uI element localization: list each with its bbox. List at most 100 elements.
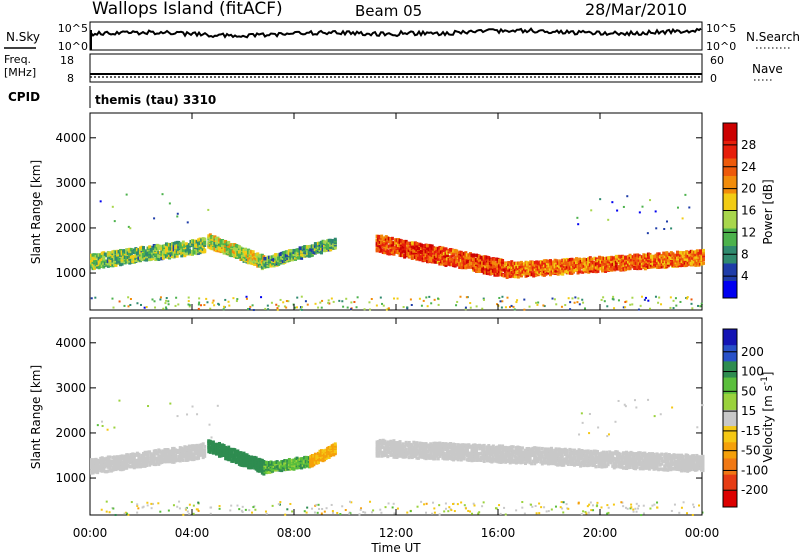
data-point	[400, 239, 404, 243]
data-point	[171, 254, 175, 258]
data-point	[171, 450, 175, 455]
data-point	[379, 296, 382, 299]
data-point	[563, 459, 567, 464]
data-point	[581, 298, 584, 301]
data-point	[187, 300, 190, 303]
data-point	[505, 275, 509, 279]
data-point	[418, 249, 422, 254]
data-point	[176, 212, 179, 215]
data-point	[530, 263, 534, 268]
data-point	[669, 261, 673, 266]
data-point	[309, 253, 313, 258]
data-point	[537, 457, 541, 461]
data-point	[409, 454, 413, 459]
data-point	[633, 253, 637, 258]
data-point	[272, 464, 276, 468]
data-point	[134, 256, 138, 261]
data-point	[543, 456, 547, 460]
data-point	[412, 440, 416, 445]
data-point	[646, 258, 650, 263]
data-point	[607, 259, 611, 264]
data-point	[166, 457, 170, 461]
data-point	[198, 237, 202, 241]
data-point	[585, 457, 589, 462]
data-point	[111, 254, 115, 259]
data-point	[435, 453, 439, 458]
data-point	[496, 264, 500, 268]
data-point	[263, 263, 267, 267]
data-point	[290, 252, 294, 256]
data-point	[221, 238, 225, 243]
data-point	[143, 253, 147, 258]
data-point	[381, 248, 385, 252]
data-point	[413, 446, 417, 451]
data-point	[571, 456, 575, 460]
data-point	[292, 467, 296, 471]
data-point	[381, 450, 385, 455]
data-point	[685, 255, 689, 259]
data-point	[491, 265, 495, 269]
data-point	[579, 453, 583, 457]
data-point	[513, 454, 517, 459]
data-point	[571, 269, 575, 274]
data-point	[596, 266, 600, 271]
data-point	[183, 445, 187, 449]
data-point	[470, 264, 474, 269]
data-point	[459, 254, 463, 259]
data-point	[355, 306, 358, 309]
data-point	[549, 259, 552, 263]
data-point	[611, 265, 615, 270]
data-point	[342, 305, 345, 308]
data-point	[582, 458, 586, 462]
data-point	[201, 452, 205, 456]
data-point	[439, 258, 443, 262]
data-point	[442, 445, 446, 450]
data-point	[320, 455, 324, 460]
data-point	[648, 262, 652, 266]
data-point	[125, 453, 129, 457]
data-point	[569, 301, 572, 304]
data-point	[432, 246, 436, 250]
data-point	[183, 250, 187, 255]
data-point	[112, 262, 116, 267]
data-point	[452, 253, 456, 257]
data-point	[228, 244, 232, 248]
data-point	[213, 448, 217, 452]
data-point	[582, 264, 586, 268]
data-point	[194, 456, 198, 460]
data-point	[398, 248, 402, 252]
data-point	[429, 252, 433, 257]
data-point	[439, 448, 443, 452]
data-point	[303, 248, 307, 253]
data-point	[295, 458, 299, 463]
data-point	[289, 463, 293, 467]
data-point	[558, 259, 562, 263]
data-point	[297, 248, 301, 252]
data-point	[519, 262, 523, 267]
data-point	[648, 264, 652, 269]
data-point	[390, 440, 394, 445]
data-point	[447, 444, 451, 448]
data-point	[587, 257, 591, 261]
data-point	[211, 246, 215, 251]
data-point	[129, 247, 133, 252]
data-point	[266, 463, 270, 467]
data-point	[209, 307, 212, 310]
data-point	[224, 447, 228, 452]
data-point	[554, 450, 558, 454]
data-point	[169, 453, 173, 458]
data-point	[99, 255, 103, 260]
data-point	[100, 456, 104, 460]
data-point	[525, 458, 529, 462]
data-point	[251, 261, 255, 266]
data-point	[102, 261, 106, 265]
data-point	[221, 443, 225, 447]
data-point	[422, 299, 425, 302]
data-point	[602, 463, 606, 467]
data-point	[280, 459, 284, 464]
data-point	[271, 468, 275, 472]
data-point	[568, 447, 572, 452]
data-point	[491, 269, 495, 273]
data-point	[610, 261, 614, 266]
data-point	[452, 444, 456, 449]
